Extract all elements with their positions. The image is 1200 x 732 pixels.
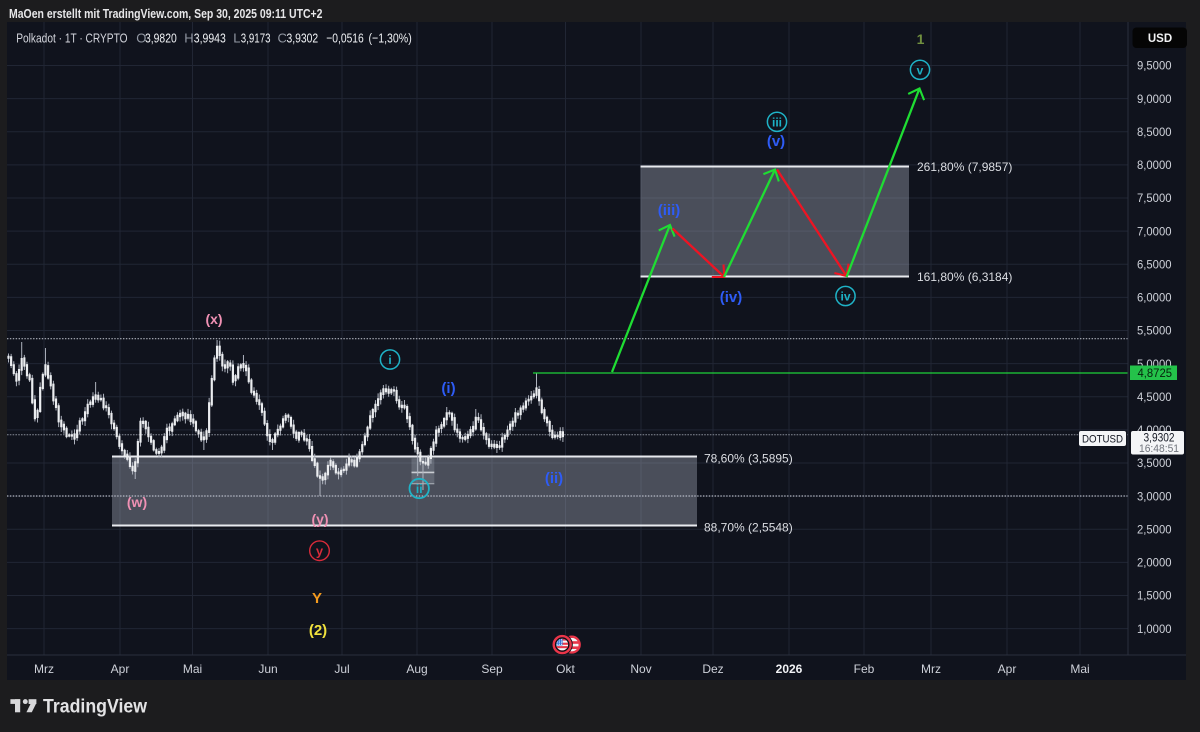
svg-text:(ii): (ii) — [545, 470, 563, 487]
svg-text:3,9820: 3,9820 — [145, 31, 177, 46]
svg-text:Apr: Apr — [111, 662, 130, 676]
svg-text:Aug: Aug — [406, 662, 427, 676]
svg-text:Mrz: Mrz — [34, 662, 54, 676]
svg-text:(2): (2) — [309, 622, 327, 639]
svg-text:Okt: Okt — [556, 662, 575, 676]
svg-text:Apr: Apr — [998, 662, 1017, 676]
svg-text:3,0000: 3,0000 — [1137, 489, 1172, 503]
svg-text:2026: 2026 — [776, 662, 803, 676]
svg-text:8,5000: 8,5000 — [1137, 125, 1172, 139]
svg-text:Jun: Jun — [258, 662, 277, 676]
svg-text:4,5000: 4,5000 — [1137, 390, 1172, 404]
svg-text:ii: ii — [416, 482, 423, 496]
svg-text:3,9173: 3,9173 — [241, 31, 271, 46]
svg-text:9,0000: 9,0000 — [1137, 92, 1172, 106]
svg-text:Nov: Nov — [630, 662, 651, 676]
svg-text:6,5000: 6,5000 — [1137, 257, 1172, 271]
svg-text:DOTUSD: DOTUSD — [1082, 434, 1123, 446]
svg-text:i: i — [388, 353, 391, 367]
svg-text:4,8725: 4,8725 — [1138, 366, 1173, 380]
svg-text:Polkadot · 1T · CRYPTO: Polkadot · 1T · CRYPTO — [16, 31, 127, 46]
svg-text:2,0000: 2,0000 — [1137, 556, 1172, 570]
svg-text:2,5000: 2,5000 — [1137, 522, 1172, 536]
svg-text:Mrz: Mrz — [921, 662, 941, 676]
svg-text:(−1,30%): (−1,30%) — [369, 31, 412, 46]
svg-text:(v): (v) — [767, 133, 785, 150]
svg-text:16:48:51: 16:48:51 — [1139, 443, 1179, 455]
svg-text:(iii): (iii) — [658, 202, 681, 219]
svg-text:1,0000: 1,0000 — [1137, 622, 1172, 636]
svg-text:161,80% (6,3184): 161,80% (6,3184) — [917, 270, 1012, 284]
svg-text:3,9943: 3,9943 — [194, 31, 226, 46]
svg-text:7,5000: 7,5000 — [1137, 191, 1172, 205]
svg-text:1: 1 — [917, 31, 925, 47]
svg-text:88,70% (2,5548): 88,70% (2,5548) — [704, 521, 793, 535]
svg-text:Dez: Dez — [702, 662, 723, 676]
svg-text:iv: iv — [840, 290, 850, 304]
svg-text:261,80% (7,9857): 261,80% (7,9857) — [917, 160, 1012, 174]
svg-text:v: v — [917, 64, 924, 78]
svg-text:L: L — [233, 31, 240, 46]
svg-text:3,5000: 3,5000 — [1137, 456, 1172, 470]
svg-text:Mai: Mai — [183, 662, 202, 676]
svg-text:MaOen erstellt mit TradingView: MaOen erstellt mit TradingView.com, Sep … — [9, 6, 323, 21]
svg-text:−0,0516: −0,0516 — [326, 31, 364, 46]
svg-text:Feb: Feb — [854, 662, 875, 676]
svg-text:Y: Y — [312, 590, 322, 607]
svg-text:(i): (i) — [441, 380, 455, 397]
svg-text:3,9302: 3,9302 — [1144, 431, 1175, 445]
svg-text:78,60% (3,5895): 78,60% (3,5895) — [704, 452, 793, 466]
svg-text:y: y — [316, 544, 324, 559]
svg-text:1,5000: 1,5000 — [1137, 589, 1172, 603]
svg-text:USD: USD — [1148, 33, 1172, 45]
svg-text:Jul: Jul — [334, 662, 349, 676]
svg-text:9,5000: 9,5000 — [1137, 59, 1172, 73]
svg-text:(y): (y) — [311, 511, 328, 527]
svg-text:7,0000: 7,0000 — [1137, 224, 1172, 238]
svg-text:TradingView: TradingView — [43, 697, 147, 718]
svg-text:(iv): (iv) — [720, 289, 743, 306]
svg-text:(w): (w) — [127, 494, 147, 510]
svg-text:(x): (x) — [205, 311, 222, 327]
svg-text:O: O — [136, 31, 146, 46]
svg-text:6,0000: 6,0000 — [1137, 291, 1172, 305]
svg-text:3,9302: 3,9302 — [287, 31, 319, 46]
svg-text:5,5000: 5,5000 — [1137, 324, 1172, 338]
svg-text:Sep: Sep — [481, 662, 503, 676]
svg-text:H: H — [184, 31, 193, 46]
svg-text:Mai: Mai — [1070, 662, 1089, 676]
svg-text:C: C — [278, 31, 287, 46]
svg-text:8,0000: 8,0000 — [1137, 158, 1172, 172]
svg-text:iii: iii — [772, 116, 782, 130]
